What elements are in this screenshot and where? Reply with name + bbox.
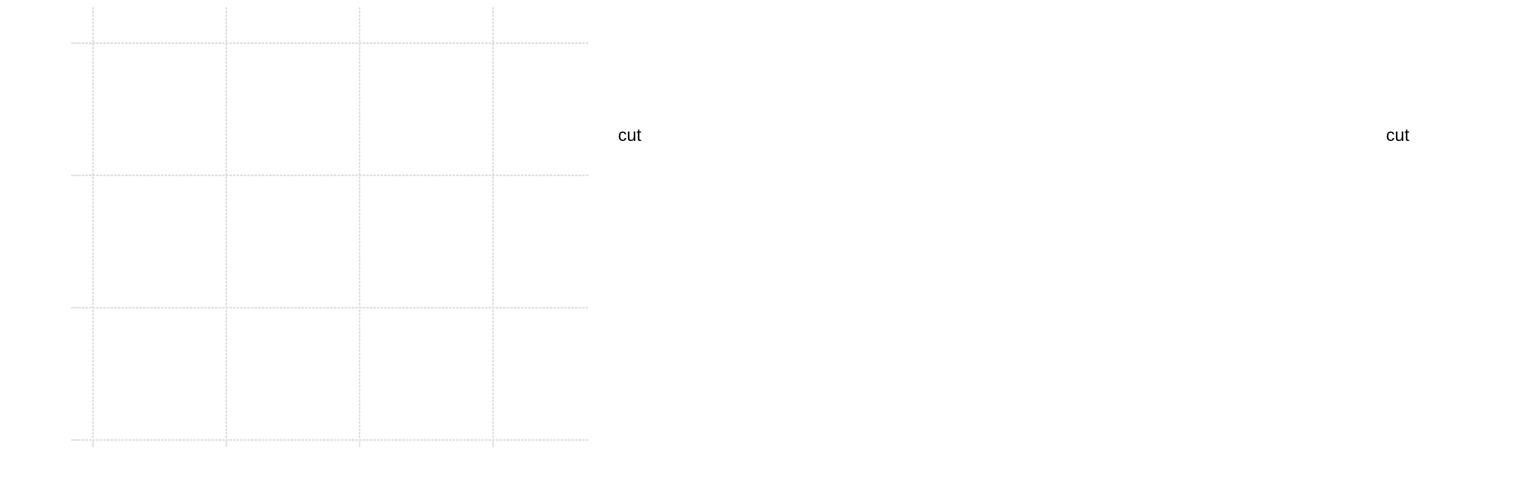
legend-title: cut	[618, 125, 641, 145]
legend-title: cut	[1386, 125, 1409, 145]
bar-legend: cut	[1386, 125, 1409, 145]
scatter-legend: cut	[618, 125, 641, 145]
scatter-smooth-chart	[71, 7, 589, 447]
scatter-gridlines	[71, 7, 589, 447]
